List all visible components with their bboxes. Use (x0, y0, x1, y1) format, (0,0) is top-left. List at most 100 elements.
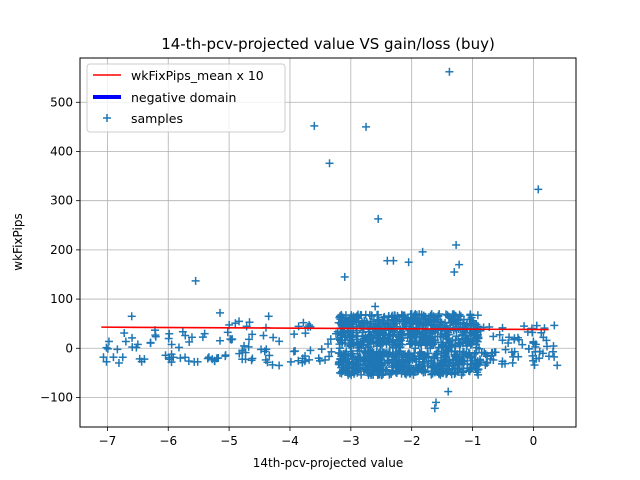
x-tick-label: 0 (530, 434, 538, 448)
sample-point (472, 361, 481, 370)
mean-line (101, 326, 549, 331)
sample-point (294, 356, 303, 365)
sample-point (394, 333, 403, 342)
sample-point (356, 311, 365, 320)
sample-point (359, 367, 368, 376)
sample-point (434, 343, 443, 352)
sample-point (241, 348, 250, 357)
sample-point (459, 328, 468, 337)
sample-point-outlier (127, 312, 136, 321)
sample-point (352, 335, 361, 344)
sample-point (248, 354, 257, 363)
sample-point (441, 358, 450, 367)
sample-point (362, 318, 371, 327)
sample-point (380, 312, 389, 321)
sample-point (379, 313, 388, 322)
y-tick-label: −100 (40, 390, 73, 404)
sample-point (185, 337, 194, 346)
sample-point (242, 322, 251, 331)
sample-point (419, 365, 428, 374)
y-tick-label: 300 (50, 194, 73, 208)
sample-point (406, 339, 415, 348)
sample-point (335, 344, 344, 353)
sample-point (113, 345, 122, 354)
sample-point (346, 342, 355, 351)
grid-lines (80, 58, 576, 427)
sample-point (321, 355, 330, 364)
sample-point (388, 343, 397, 352)
sample-point-outlier (404, 258, 413, 267)
sample-point (474, 360, 483, 369)
sample-point-outlier (191, 276, 200, 285)
y-tick-label: 100 (50, 292, 73, 306)
sample-point (388, 363, 397, 372)
sample-point (385, 369, 394, 378)
sample-point (265, 351, 274, 360)
sample-point (475, 355, 484, 364)
sample-point (275, 361, 284, 370)
sample-point (415, 355, 424, 364)
sample-point (120, 329, 129, 338)
sample-point (437, 368, 446, 377)
sample-point-outlier (452, 240, 461, 249)
sample-point (414, 367, 423, 376)
sample-point (413, 320, 422, 329)
sample-point (467, 351, 476, 360)
sample-point (184, 357, 193, 366)
chart-title: 14-th-pcv-projected value VS gain/loss (… (161, 35, 495, 53)
sample-point (465, 366, 474, 375)
sample-point (432, 349, 441, 358)
sample-point (467, 360, 476, 369)
sample-point (495, 330, 504, 339)
sample-point (372, 342, 381, 351)
sample-point (327, 347, 336, 356)
sample-point (455, 347, 464, 356)
sample-point (532, 354, 541, 363)
sample-point (473, 311, 482, 320)
sample-point (290, 330, 299, 339)
sample-point (374, 310, 383, 319)
sample-point (473, 331, 482, 340)
sample-point-outlier (371, 302, 380, 311)
sample-point (114, 358, 123, 367)
plot-area (99, 67, 562, 413)
sample-point (226, 335, 235, 344)
sample-point (235, 317, 244, 326)
x-tick-label: −2 (403, 434, 421, 448)
sample-point (501, 345, 510, 354)
sample-point (354, 360, 363, 369)
sample-point (146, 338, 155, 347)
sample-point (324, 340, 333, 349)
sample-point (418, 362, 427, 371)
sample-point (247, 356, 256, 365)
sample-point (427, 340, 436, 349)
sample-point (373, 368, 382, 377)
sample-point (364, 362, 373, 371)
sample-point (458, 330, 467, 339)
sample-point (498, 323, 507, 332)
sample-point-outlier (362, 122, 371, 131)
legend-label-samples: samples (131, 111, 183, 126)
sample-point (244, 335, 253, 344)
sample-point (446, 342, 455, 351)
sample-point (549, 342, 558, 351)
sample-point (483, 352, 492, 361)
sample-point (449, 319, 458, 328)
sample-point (501, 359, 510, 368)
sample-point (508, 358, 517, 367)
y-tick-label: 500 (50, 95, 73, 109)
sample-point (445, 337, 454, 346)
sample-point (456, 312, 465, 321)
sample-point (259, 331, 268, 340)
sample-point (489, 355, 498, 364)
sample-point (449, 359, 458, 368)
sample-point-outlier (374, 214, 383, 223)
sample-point (444, 330, 453, 339)
sample-point (450, 364, 459, 373)
sample-point (109, 353, 118, 362)
sample-point (399, 313, 408, 322)
sample-point (487, 349, 496, 358)
sample-point (524, 344, 533, 353)
sample-point (399, 351, 408, 360)
sample-point-outlier (310, 121, 319, 130)
